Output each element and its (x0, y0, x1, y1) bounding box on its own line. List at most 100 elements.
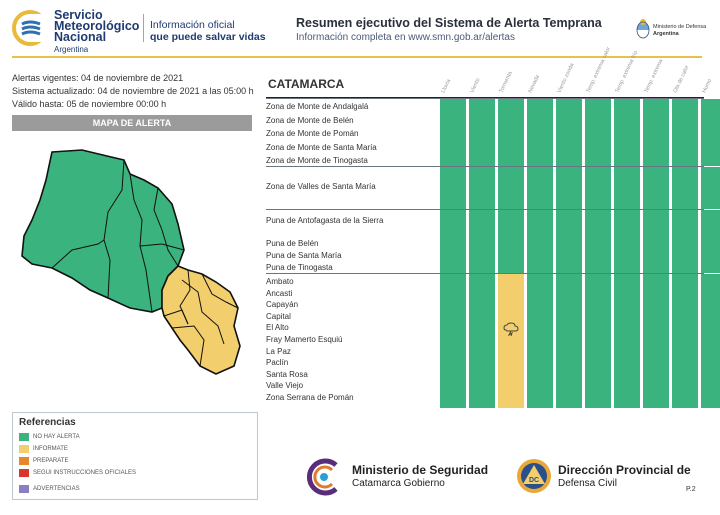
zone-name: Capital (266, 311, 291, 321)
zone-name: Zona de Valles de Santa María (266, 182, 376, 191)
alert-cell (469, 210, 495, 273)
zone-name: Zona Serrana de Pomán (266, 393, 354, 402)
column-header: Temp. extrema (643, 56, 669, 96)
alert-cell (440, 210, 466, 273)
alert-vigentes: Alertas vigentes: 04 de noviembre de 202… (12, 73, 184, 83)
alert-cell (440, 99, 466, 166)
alert-cell (643, 210, 669, 273)
ref-swatch (19, 433, 29, 441)
province-title: CATAMARCA (268, 77, 345, 91)
defensa-civil-logo-icon: DC (517, 459, 551, 493)
group-separator (266, 98, 704, 99)
references-title: Referencias (19, 417, 76, 428)
org-line3: Nacional (54, 30, 107, 44)
page-number: P.2 (686, 486, 696, 493)
column-header-label: Viento (469, 77, 482, 94)
slogan: Información oficial que puede salvar vid… (150, 19, 266, 43)
coat-of-arms-icon (636, 19, 650, 39)
ministry-defense-text: Ministerio de Defensa Argentina (653, 24, 706, 38)
column-header: Viento (469, 56, 495, 96)
alert-cell (614, 210, 640, 273)
map-boundaries (51, 159, 239, 367)
ref-label: INFORMATE (33, 446, 68, 452)
ref-swatch (19, 457, 29, 465)
alert-cell (556, 99, 582, 166)
column-header-label: Tormenta (498, 70, 514, 94)
alert-info: Alertas vigentes: 04 de noviembre de 202… (12, 72, 254, 111)
zone-name: Ambato (266, 277, 294, 286)
alert-cell (585, 274, 611, 408)
ministry-line1: Ministerio de Defensa (653, 24, 707, 30)
alert-cell (498, 274, 524, 408)
alert-cell (643, 274, 669, 408)
alert-cell (585, 99, 611, 166)
zone-name: Puna de Antofagasta de la Sierra (266, 216, 384, 225)
map-region-green (21, 149, 185, 313)
zone-name: Zona de Monte de Santa María (266, 142, 377, 152)
alert-cell (556, 274, 582, 408)
alert-cell (643, 99, 669, 166)
dc-badge: DC (529, 477, 539, 484)
zone-name: Ancasti (266, 288, 293, 298)
column-header: Temp. extrema frío (614, 50, 640, 96)
alert-cell (527, 210, 553, 273)
page-title: Resumen ejecutivo del Sistema de Alerta … (296, 16, 602, 30)
slogan-line2: que puede salvar vidas (150, 31, 266, 43)
zone-name: Paclín (266, 358, 289, 368)
column-header: Viento zonda (556, 56, 582, 96)
zone-name: Zona de Monte de Pomán (266, 129, 359, 138)
column-header: Lluvia (440, 56, 466, 96)
ministerio-seguridad-logo-icon (306, 458, 338, 496)
alert-cell (440, 274, 466, 408)
zone-name: Valle Viejo (266, 381, 304, 391)
alert-cell (701, 274, 720, 408)
map-region-yellow (161, 265, 241, 375)
alert-cell (440, 167, 466, 209)
alert-cell (643, 167, 669, 209)
alert-cell (672, 210, 698, 273)
column-header: Nevada (527, 56, 553, 96)
storm-icon (503, 322, 519, 336)
ministerio-seguridad-name: Ministerio de Seguridad (352, 463, 489, 477)
ref-label: ADVERTENCIAS (33, 486, 80, 492)
column-header-label: Ola de calor (672, 64, 691, 94)
defensa-civil-name: Dirección Provincial de (558, 463, 691, 477)
org-country: Argentina (54, 45, 89, 54)
ref-swatch (19, 469, 29, 477)
column-header-label: Lluvia (440, 78, 453, 94)
zone-name: Santa Rosa (266, 369, 308, 379)
alert-map (21, 149, 241, 375)
zone-name: Zona de Monte de Belén (266, 115, 354, 125)
column-header-label: Viento zonda (556, 62, 576, 94)
zone-name: El Alto (266, 323, 289, 333)
smn-logo-icon (12, 10, 48, 46)
org-line1: Servicio (54, 8, 103, 22)
slogan-line1: Información oficial (150, 19, 235, 31)
group-separator (266, 209, 704, 210)
alert-cell (585, 167, 611, 209)
column-header-label: Temp. extrema frío (614, 49, 640, 94)
header-rule (12, 56, 702, 58)
alert-cell (556, 167, 582, 209)
ministry-line2: Argentina (653, 31, 679, 37)
ref-swatch (19, 445, 29, 453)
page-subtitle[interactable]: Información completa en www.smn.gob.ar/a… (296, 32, 515, 43)
defensa-civil-sub: Defensa Civil (558, 478, 617, 489)
zone-name: Puna de Tinogasta (266, 263, 333, 272)
alert-cell (498, 99, 524, 166)
ref-label: SEGUI INSTRUCCIONES OFICIALES (33, 470, 137, 476)
alert-cell (701, 167, 720, 209)
column-header: Ola de calor (672, 56, 698, 96)
alert-cell (498, 210, 524, 273)
zone-name: Fray Mamerto Esquiú (266, 335, 343, 344)
group-separator (266, 273, 704, 274)
zone-name: La Paz (266, 346, 291, 356)
references-box: Referencias NO HAY ALERTA INFORMATE PREP… (12, 412, 258, 500)
ref-label: PREPARATE (33, 458, 69, 464)
alert-cell (498, 167, 524, 209)
column-header: Temp. extrema calor (585, 46, 612, 96)
alert-actualizado: Sistema actualizado: 04 de noviembre de … (12, 86, 254, 96)
alert-cell (585, 210, 611, 273)
ref-swatch (19, 485, 29, 493)
alert-cell (701, 99, 720, 166)
